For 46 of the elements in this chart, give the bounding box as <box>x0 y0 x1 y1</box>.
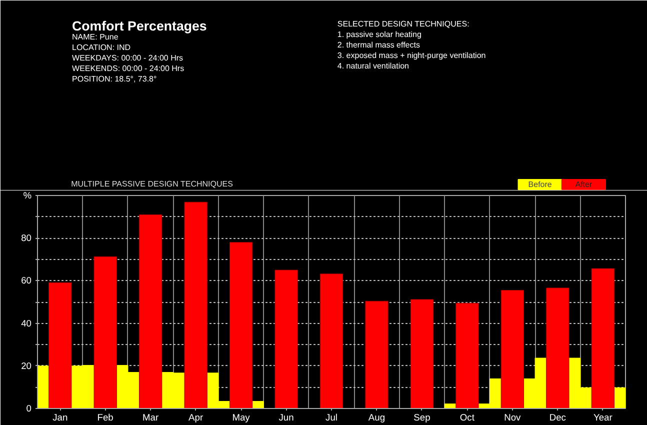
chart-subtitle: MULTIPLE PASSIVE DESIGN TECHNIQUES <box>71 180 233 188</box>
x-tick-label: Mar <box>142 412 159 422</box>
text: NAME: Pune <box>72 32 119 42</box>
x-tick-label: Jun <box>278 412 294 422</box>
x-tick-label: May <box>232 412 250 422</box>
text: After <box>575 180 592 189</box>
text: POSITION: 18.5°, 73.8° <box>72 74 157 84</box>
x-tick-label: Feb <box>97 412 114 422</box>
bar <box>94 256 117 408</box>
x-tick-label: Apr <box>188 412 204 422</box>
text: 1. passive solar heating <box>337 30 422 39</box>
text: 3. exposed mass + night-purge ventilation <box>337 51 486 60</box>
text: Before <box>528 180 552 189</box>
x-tick-label: Aug <box>368 412 386 422</box>
text: SELECTED DESIGN TECHNIQUES: <box>337 20 470 28</box>
x-tick-label: Dec <box>549 412 566 422</box>
y-tick-label: % <box>23 190 32 200</box>
x-tick-label: Jul <box>326 412 338 422</box>
bar <box>229 242 253 408</box>
bar <box>320 274 344 408</box>
bar <box>410 299 434 408</box>
bar <box>139 214 162 408</box>
bar <box>456 302 479 408</box>
x-tick-label: Nov <box>504 412 522 422</box>
y-tick-label: 0 <box>26 404 32 414</box>
text: WEEKDAYS: 00:00 - 24:00 Hrs <box>72 54 184 62</box>
text: LOCATION: IND <box>72 43 131 52</box>
bar <box>546 288 570 408</box>
x-tick-label: Oct <box>460 412 475 422</box>
bar <box>48 282 72 408</box>
y-tick-label: 80 <box>21 233 32 244</box>
chart-title: Comfort Percentages <box>72 18 207 34</box>
x-tick-label: Jan <box>52 412 68 422</box>
bar <box>274 270 298 408</box>
bar <box>591 268 614 408</box>
x-tick-label: Sep <box>414 412 430 422</box>
y-tick-label: 40 <box>21 318 32 328</box>
bar <box>365 300 388 408</box>
y-tick-label: 20 <box>21 360 32 371</box>
bar <box>500 290 524 408</box>
text: 2. thermal mass effects <box>337 40 420 50</box>
text: WEEKENDS: 00:00 - 24:00 Hrs <box>72 64 184 73</box>
x-tick-label: Year <box>593 412 612 422</box>
y-tick-label: 60 <box>21 276 32 286</box>
text: 4. natural ventilation <box>337 62 410 70</box>
bar <box>184 202 208 408</box>
